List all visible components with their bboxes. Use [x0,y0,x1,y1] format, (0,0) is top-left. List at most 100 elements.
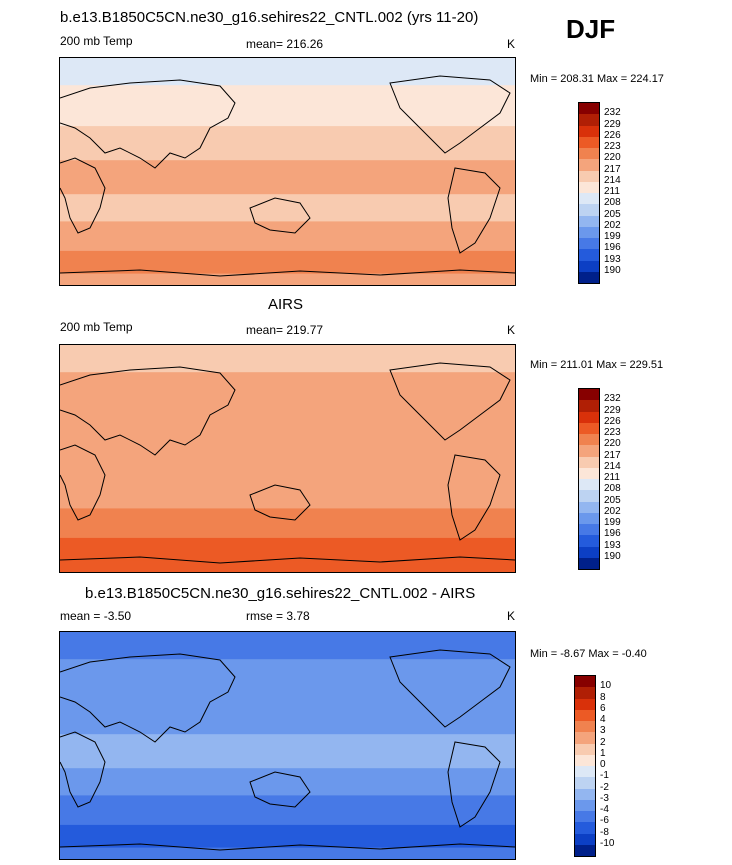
panel2-field-plot [60,345,515,572]
colorbar-tick-label: 211 [604,186,620,197]
colorbar-tick-label: 196 [604,242,621,254]
colorbar-tick-label: 223 [604,427,621,438]
panel1-mean-label: mean= 216.26 [246,37,324,51]
field-band-north-subtropics [60,413,515,448]
colorbar-tick-label: 205 [604,494,621,506]
field-band-south-subtropics [60,194,515,222]
colorbar-tick-label: 193 [604,539,621,551]
colorbar-swatch [579,467,599,479]
coastline-4 [447,741,501,828]
field-band-antarctic [60,847,515,859]
field-band-tropics [60,160,515,195]
colorbar-tick-label: 226 [604,415,621,427]
coastline-2 [249,771,311,808]
colorbar-swatch [575,709,595,721]
field-band-south-midlatitude [60,795,515,826]
colorbar-swatch [579,501,599,513]
colorbar-swatch [579,204,599,216]
colorbar-swatch [579,215,599,227]
colorbar-swatch [579,159,599,171]
panel3-field-plot [60,632,515,859]
field-band-north-midlatitude [60,372,515,414]
colorbar-swatch [579,136,599,148]
colorbar-swatch [579,193,599,205]
panel2-mean-label: mean= 219.77 [246,323,324,337]
colorbar-swatch [579,103,599,115]
panel2-variable-label: 200 mb Temp [60,320,133,334]
field-band-subantarctic [60,537,515,562]
colorbar-tick-label: 190 [604,550,621,562]
coastline-3 [389,362,511,441]
colorbar-tick-label: 202 [604,505,621,517]
colorbar-swatch [575,844,595,856]
colorbar-swatch [575,721,595,733]
colorbar-tick-label: 232 [604,393,621,405]
coastline-0 [60,653,236,743]
colorbar-tick-label: 232 [604,107,621,119]
colorbar-tick-label: 211 [604,472,620,483]
colorbar-tick-label: -10 [600,837,615,849]
season-label: DJF [566,14,616,44]
colorbar-tick-label: 3 [600,725,606,737]
colorbar-tick-label: 199 [604,517,621,528]
colorbar-swatch [579,249,599,261]
colorbar-tick-label: 4 [600,714,606,725]
colorbar-swatch [579,445,599,457]
colorbar-swatch [579,114,599,126]
coastline-0 [60,366,236,456]
colorbar-swatch [579,479,599,491]
colorbar-swatch [579,411,599,423]
colorbar-swatch [575,698,595,710]
colorbar-swatch [575,676,595,688]
colorbar-swatch [579,434,599,446]
colorbar-tick-label: 223 [604,141,621,152]
colorbar-swatch [579,456,599,468]
colorbar-tick-label: 217 [604,449,621,461]
colorbar-swatch [579,422,599,434]
coastline-3 [389,75,511,154]
panel2-units-label: K [507,323,516,337]
colorbar-tick-label: 217 [604,163,621,175]
field-band-south-subtropics [60,481,515,509]
panel3-units-label: K [507,609,516,623]
colorbar-tick-label: 2 [600,736,606,748]
coastline-4 [447,167,501,254]
colorbar-swatch [579,557,599,569]
colorbar-swatch [579,125,599,137]
colorbar-swatch [575,811,595,823]
panel2-title: AIRS [268,296,304,313]
field-band-north-subtropics [60,700,515,735]
colorbar-swatch [579,535,599,547]
coastline-0 [60,79,236,169]
panel1-variable-label: 200 mb Temp [60,34,133,48]
panel3-colorbar [574,675,596,857]
field-band-subantarctic [60,250,515,275]
colorbar-tick-label: 6 [600,702,606,714]
coastline-2 [249,484,311,521]
colorbar-tick-label: -3 [600,792,609,804]
colorbar-tick-label: 202 [604,219,621,231]
colorbar-swatch [575,743,595,755]
colorbar-swatch [575,732,595,744]
coastline-5 [60,269,515,277]
field-band-subantarctic [60,824,515,849]
colorbar-swatch [575,799,595,811]
coastline-5 [60,556,515,564]
panel3-map [59,631,516,860]
panel2-colorbar [578,388,600,570]
colorbar-swatch [579,524,599,536]
colorbar-tick-label: -4 [600,804,609,815]
colorbar-tick-label: 226 [604,129,621,141]
panel1-map [59,57,516,286]
colorbar-swatch [579,226,599,238]
colorbar-swatch [575,777,595,789]
colorbar-swatch [575,833,595,845]
panel2-map [59,344,516,573]
field-band-north-midlatitude [60,85,515,127]
panel1-field-plot [60,58,515,285]
panel1-title: b.e13.B1850C5CN.ne30_g16.sehires22_CNTL.… [60,9,479,26]
colorbar-swatch [579,170,599,182]
coastline-1 [60,731,106,808]
colorbar-swatch [579,271,599,283]
panel3-rmse-label: rmse = 3.78 [246,609,310,623]
